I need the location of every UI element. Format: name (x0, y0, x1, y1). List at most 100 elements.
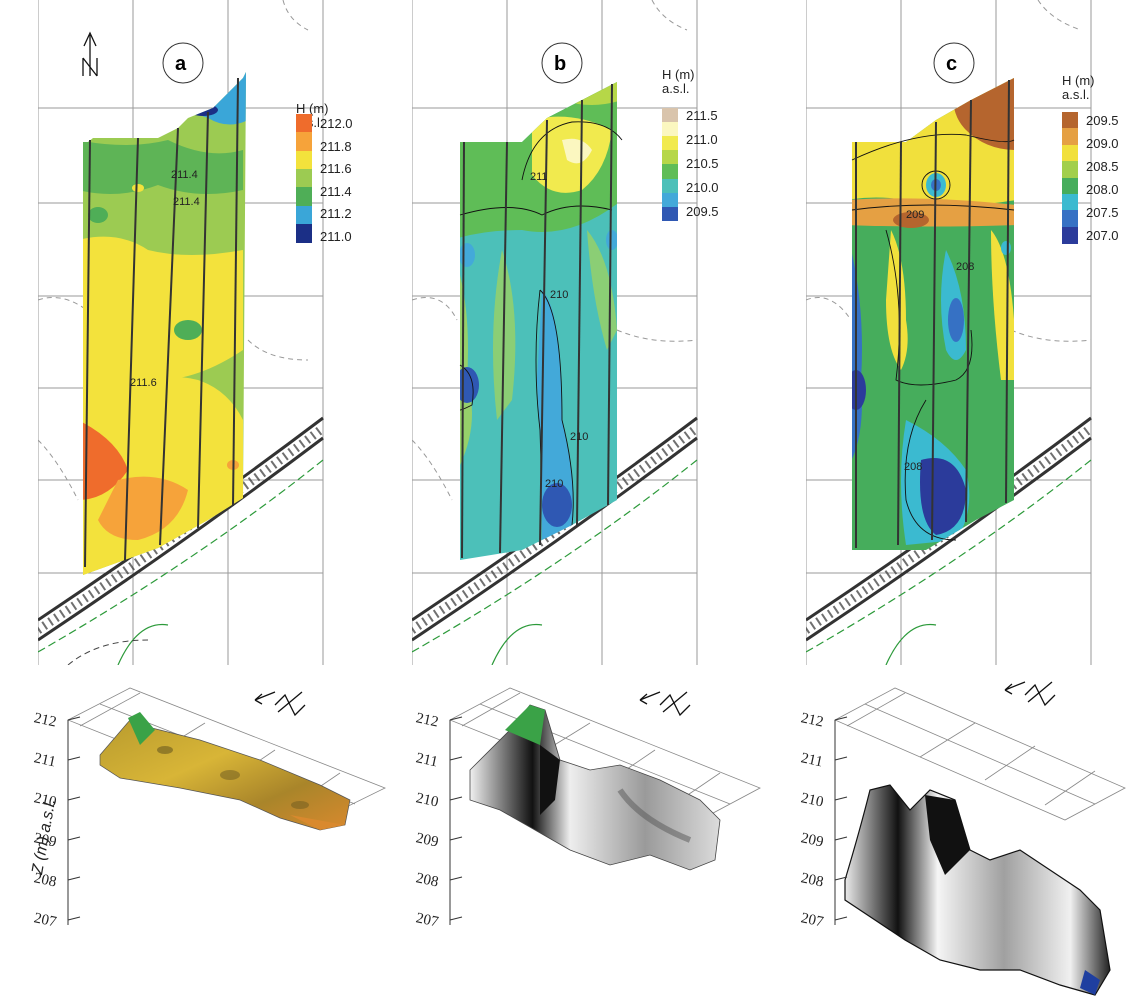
north-arrow-icon (254, 691, 306, 717)
legend-tick-label: 212.0 (320, 116, 353, 132)
legend-tick-label: 211.5 (686, 108, 718, 124)
legend-swatch (662, 178, 678, 194)
legend-b: H (m) a.s.l. 211.5 211.0 210.5 210.0 209.5 (662, 68, 732, 293)
legend-swatch (296, 223, 312, 243)
z-tick-label: 212 (414, 710, 439, 730)
z-tick-label: 212 (799, 710, 824, 730)
z-tick-mark (449, 716, 463, 721)
legend-swatch (662, 164, 678, 179)
legend-swatch (1062, 177, 1078, 195)
surface-3d-c (834, 681, 1126, 996)
contour-label: 211.4 (173, 196, 200, 208)
panel-letter-b: b (554, 53, 566, 75)
z-tick-label: 211 (414, 750, 439, 770)
legend-tick-label: 210.5 (686, 156, 719, 172)
surface-3d-b (449, 687, 761, 925)
legend-swatch (296, 187, 312, 207)
z-tick-mark (449, 756, 463, 761)
legend-swatch (1062, 112, 1078, 129)
legend-swatch (296, 205, 312, 225)
z-tick-mark (67, 796, 81, 801)
z-tick-mark (67, 916, 81, 921)
z-tick-label: 211 (32, 750, 57, 770)
legend-tick-label: 211.0 (320, 228, 352, 244)
panel-letter-circle (933, 42, 975, 84)
legend-tick-label: 211.4 (320, 183, 352, 199)
z-tick-mark (834, 916, 848, 921)
contour-label: 210 (570, 431, 588, 443)
legend-swatch (1062, 128, 1078, 146)
z-tick-mark (67, 756, 81, 761)
legend-tick-label: 211.8 (320, 138, 352, 154)
profile-lines (84, 77, 239, 568)
z-tick-mark (67, 716, 81, 721)
legend-c: H (m) a.s.l. 209.5 209.0 208.5 208.0 207.5 20… (1062, 74, 1132, 299)
contours (851, 133, 1015, 541)
surface-3d-a (67, 687, 386, 925)
legend-swatch (662, 192, 678, 208)
legend-swatch (662, 122, 678, 137)
z-tick-mark (834, 716, 848, 721)
z-tick-label: 208 (799, 870, 824, 890)
legend-tick-label: 209.0 (1086, 136, 1119, 152)
z-tick-mark (449, 796, 463, 801)
panel-letter-circle (162, 42, 204, 84)
contour-label: 211.6 (130, 377, 157, 389)
z-tick-mark (834, 876, 848, 881)
legend-subtitle: a.s.l. (1062, 87, 1090, 102)
legend-tick-label: 207.0 (1086, 228, 1119, 244)
z-tick-label: 209 (32, 830, 57, 850)
profile-lines (461, 83, 613, 559)
legend-swatch (662, 150, 678, 165)
legend-swatch (1062, 193, 1078, 211)
height-map-c (852, 78, 1014, 550)
z-tick-label: 209 (414, 830, 439, 850)
legend-swatch (1062, 226, 1078, 244)
contour-label: 208 (904, 461, 922, 473)
legend-swatch (662, 108, 678, 123)
z-tick-label: 210 (32, 790, 57, 810)
panel-letter-c: c (946, 53, 957, 75)
legend-tick-label: 210.0 (686, 180, 719, 196)
panel-letter-a: a (175, 53, 187, 75)
z-tick-label: 207 (414, 910, 440, 930)
z-tick-mark (67, 876, 81, 881)
panel-letter-circle (541, 42, 583, 84)
z-axis-ticks: 212 211 210 209 208 207 212 211 210 209 208 207 212 2… (32, 710, 848, 931)
height-map-a (83, 72, 246, 575)
z-tick-label: 210 (414, 790, 439, 810)
z-tick-label: 209 (799, 830, 824, 850)
legend-swatch (1062, 144, 1078, 162)
z-tick-label: 207 (799, 910, 825, 930)
north-arrow-icon (82, 31, 98, 77)
z-tick-label: 211 (799, 750, 824, 770)
z-tick-mark (834, 756, 848, 761)
z-tick-label: 208 (32, 870, 57, 890)
z-tick-mark (449, 836, 463, 841)
z-tick-mark (449, 876, 463, 881)
contour-label: 211 (530, 171, 548, 183)
north-arrow-icon (639, 691, 691, 717)
legend-tick-label: 211.0 (686, 132, 718, 148)
z-tick-label: 212 (32, 710, 57, 730)
legend-tick-label: 207.5 (1086, 205, 1119, 221)
legend-swatch (662, 136, 678, 151)
legend-a: H (m) a.s.l. 212.0211.8211.6211.4211.221… (296, 102, 366, 297)
map-panel-b: 211 210 210 210 b (412, 0, 700, 665)
z-tick-label: 210 (799, 790, 824, 810)
contour-label: 209 (906, 209, 924, 221)
z-tick-label: 208 (414, 870, 439, 890)
legend-tick-label: 211.2 (320, 206, 352, 222)
legend-title: H (m) (662, 67, 695, 82)
legend-swatch (1062, 161, 1078, 179)
map-panel-c: 209 208 208 c (806, 0, 1094, 665)
legend-swatch (296, 150, 312, 170)
legend-tick-label: 211.6 (320, 161, 352, 177)
legend-subtitle: a.s.l. (662, 81, 690, 96)
contour-label: 210 (545, 478, 563, 490)
contour-label: 208 (956, 261, 974, 273)
contour-label: 210 (550, 289, 568, 301)
legend-swatch (662, 206, 678, 222)
legend-title: H (m) (296, 101, 329, 116)
